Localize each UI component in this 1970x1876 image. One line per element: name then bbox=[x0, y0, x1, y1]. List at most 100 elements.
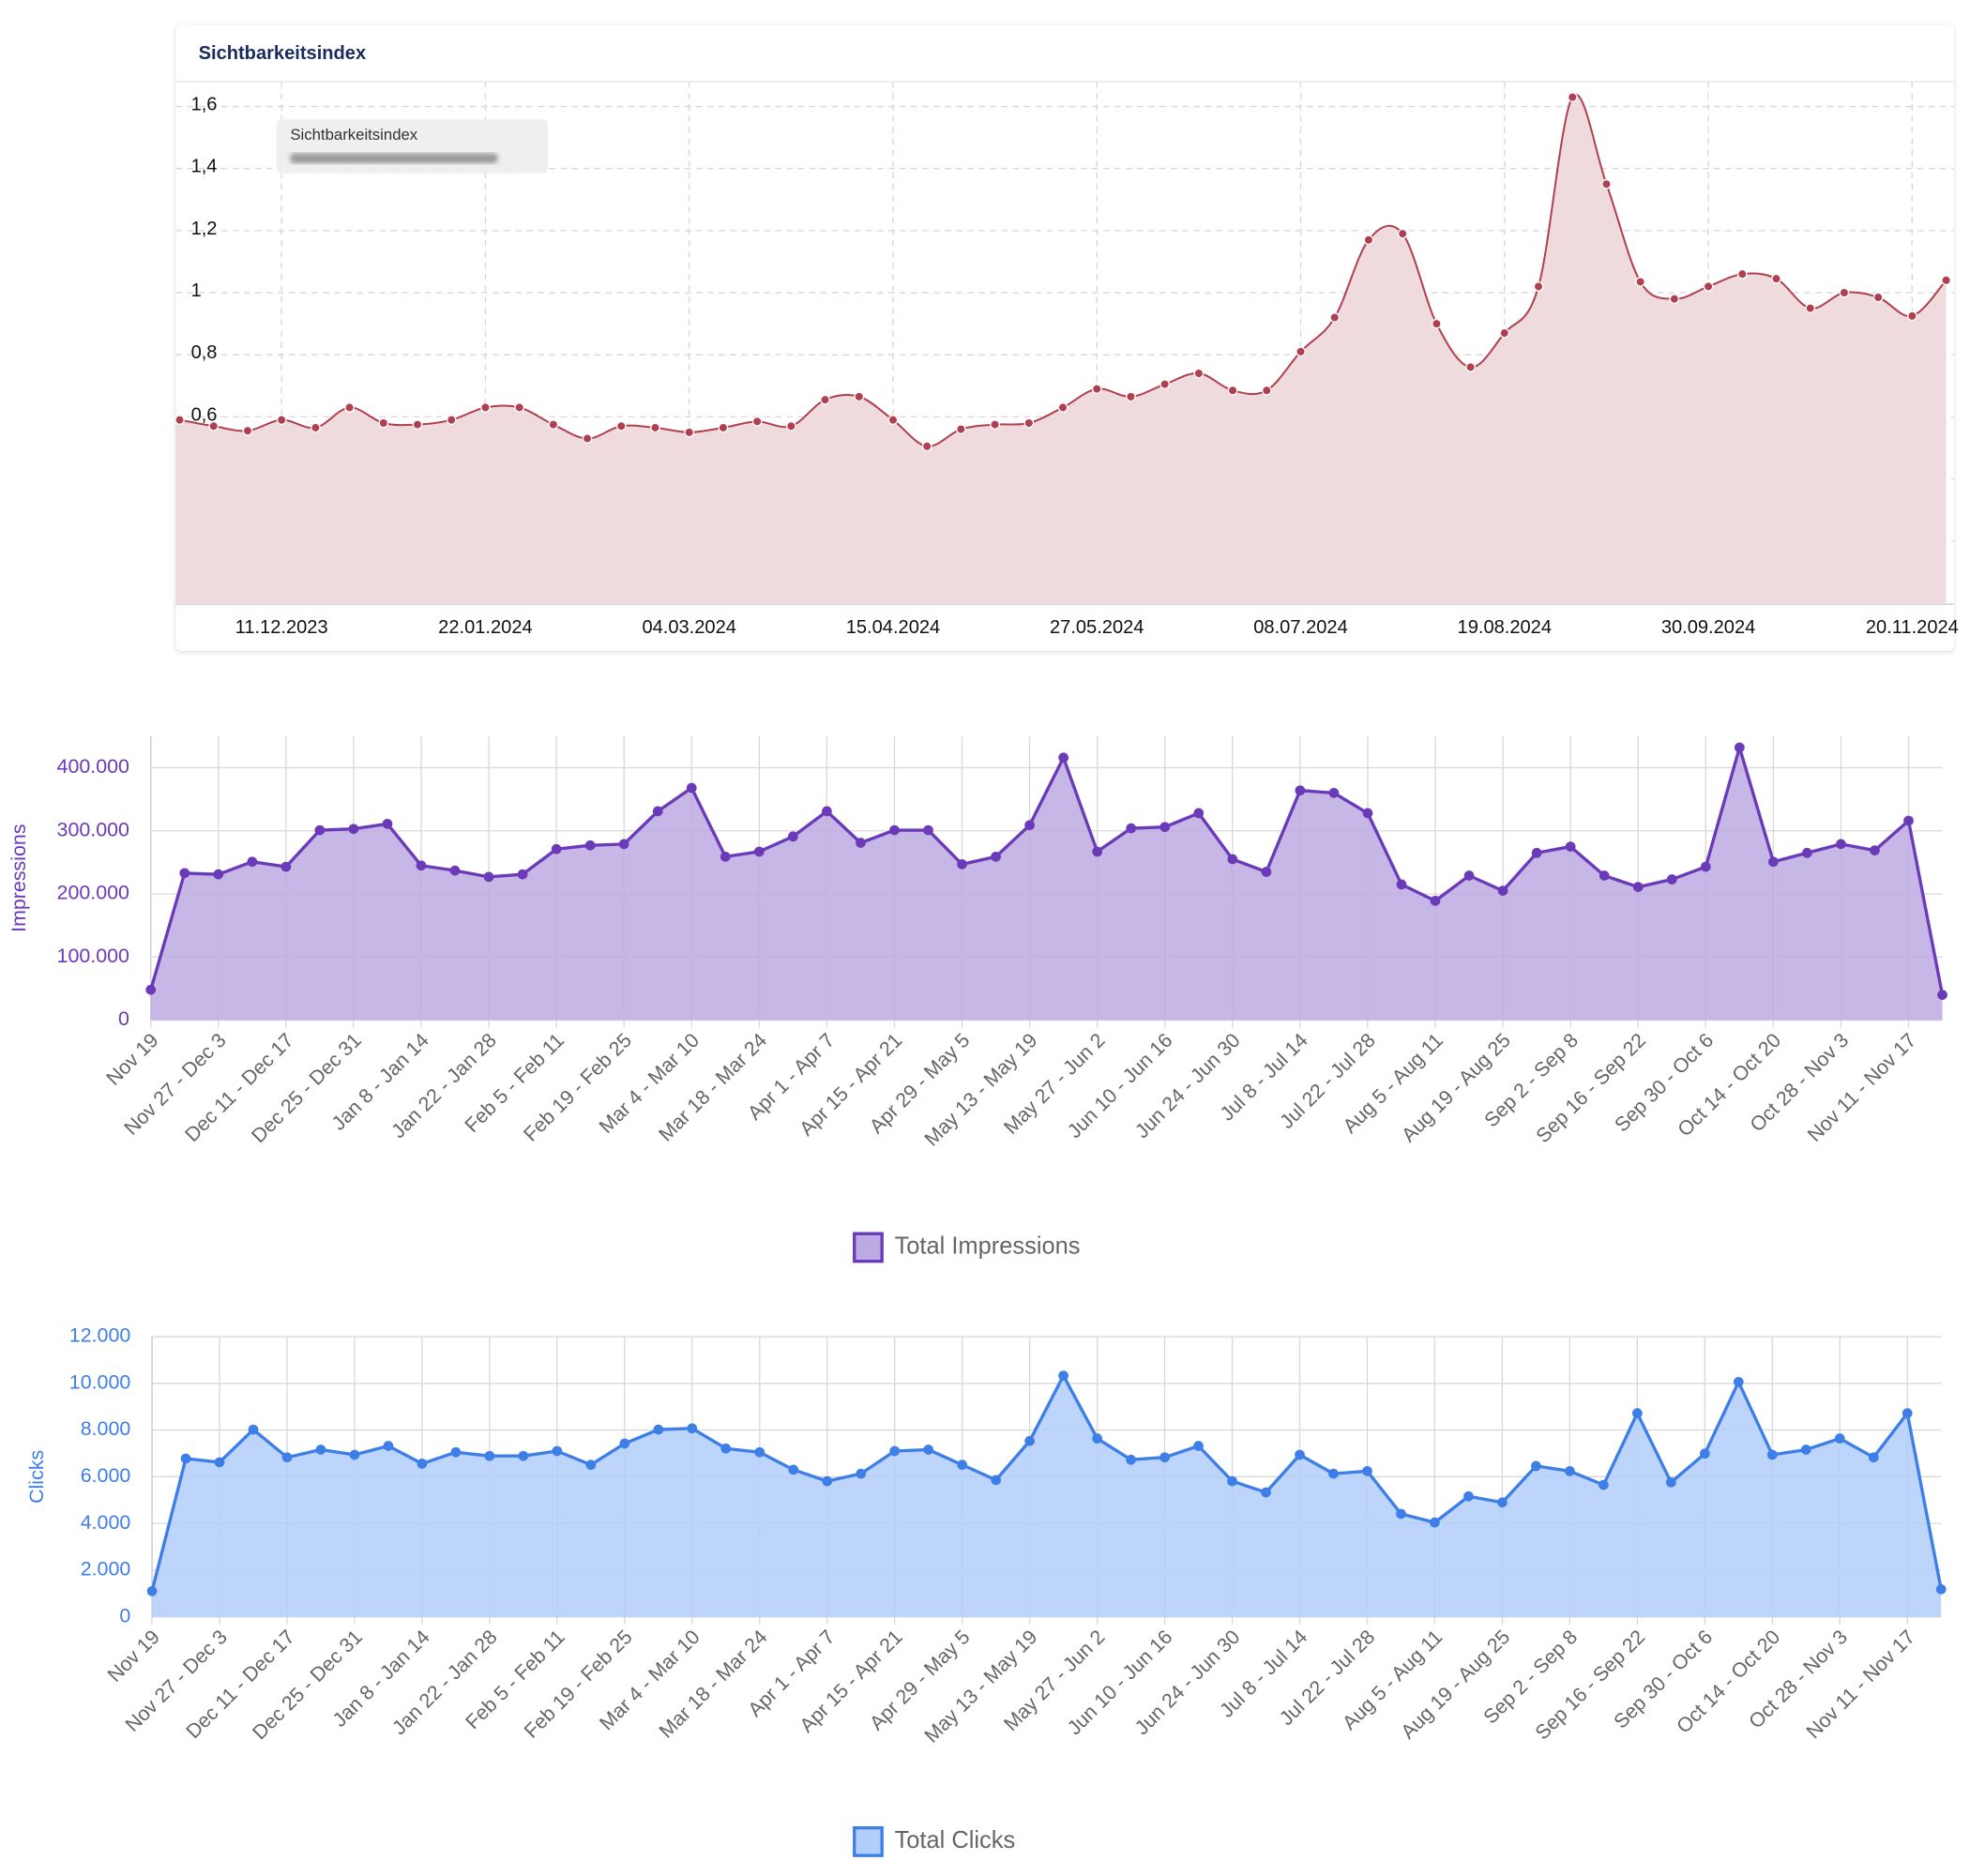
point bbox=[378, 417, 389, 429]
point bbox=[1599, 870, 1610, 881]
point bbox=[1159, 379, 1171, 389]
point bbox=[1734, 742, 1745, 753]
point bbox=[315, 1445, 326, 1455]
point bbox=[1906, 310, 1917, 322]
x-tick-label: 20.11.2024 bbox=[1866, 617, 1959, 638]
point bbox=[1058, 1370, 1068, 1381]
point bbox=[956, 424, 966, 434]
point bbox=[1834, 1433, 1845, 1444]
point bbox=[720, 1443, 732, 1454]
point bbox=[450, 1446, 462, 1458]
x-tick-label: 11.12.2023 bbox=[235, 617, 328, 638]
point bbox=[1159, 822, 1171, 833]
point bbox=[281, 1452, 293, 1463]
point bbox=[1868, 1452, 1879, 1463]
x-tick-label: 22.01.2024 bbox=[438, 617, 533, 638]
point bbox=[214, 1457, 225, 1468]
point bbox=[1396, 1508, 1406, 1520]
legend-label: Total Clicks bbox=[895, 1827, 1016, 1853]
point bbox=[1941, 275, 1951, 286]
x-tick-label: 19.08.2024 bbox=[1458, 617, 1553, 638]
point bbox=[1733, 1376, 1744, 1387]
point bbox=[1937, 990, 1947, 1000]
point bbox=[921, 441, 932, 452]
point bbox=[1635, 277, 1646, 287]
y-tick-label: 0 bbox=[119, 1604, 130, 1626]
tooltip-label: Sichtbarkeitsindex bbox=[290, 126, 417, 144]
point bbox=[1023, 417, 1035, 429]
point bbox=[1802, 847, 1812, 858]
point bbox=[889, 825, 900, 836]
x-tick-label: Nov 19 bbox=[103, 1626, 164, 1687]
point bbox=[1024, 820, 1035, 831]
point bbox=[1092, 846, 1103, 857]
point bbox=[179, 868, 190, 879]
legend-swatch bbox=[853, 1826, 884, 1857]
point bbox=[618, 839, 629, 850]
point bbox=[483, 871, 494, 883]
point bbox=[1669, 294, 1680, 305]
point bbox=[923, 1445, 934, 1455]
point bbox=[514, 402, 524, 413]
point bbox=[1397, 228, 1408, 239]
x-tick-label: 08.07.2024 bbox=[1253, 617, 1348, 638]
point bbox=[1362, 808, 1373, 819]
point bbox=[314, 825, 326, 836]
point bbox=[446, 415, 457, 426]
point bbox=[1295, 1449, 1305, 1460]
point bbox=[1805, 303, 1816, 313]
point bbox=[1227, 1475, 1237, 1487]
point bbox=[788, 1464, 799, 1475]
area bbox=[150, 747, 1943, 1021]
point bbox=[1497, 1497, 1508, 1508]
point bbox=[1432, 318, 1442, 329]
point bbox=[1057, 402, 1068, 413]
y-tick-label: 0 bbox=[118, 1007, 129, 1030]
point bbox=[1463, 1490, 1474, 1502]
legend-label: Total Impressions bbox=[895, 1233, 1081, 1260]
point bbox=[754, 1446, 765, 1458]
point bbox=[990, 419, 1000, 431]
point bbox=[1261, 385, 1272, 396]
point bbox=[1836, 839, 1846, 850]
point bbox=[856, 838, 866, 848]
point bbox=[552, 1445, 563, 1457]
point bbox=[1193, 368, 1205, 379]
point bbox=[718, 422, 729, 433]
point bbox=[856, 1468, 867, 1479]
y-axis-title: Clicks bbox=[25, 1450, 48, 1504]
point bbox=[417, 1459, 428, 1469]
point bbox=[1736, 268, 1748, 280]
point bbox=[1599, 1479, 1609, 1490]
point bbox=[1463, 870, 1475, 881]
y-tick-label: 400.000 bbox=[57, 755, 129, 778]
point bbox=[348, 824, 359, 835]
point bbox=[145, 984, 157, 995]
point bbox=[991, 851, 1001, 862]
point bbox=[652, 806, 663, 817]
point bbox=[1768, 856, 1779, 868]
point bbox=[650, 422, 660, 433]
point bbox=[822, 1475, 833, 1487]
point bbox=[1024, 1435, 1035, 1446]
point bbox=[1261, 1487, 1271, 1498]
point bbox=[1328, 788, 1340, 798]
point bbox=[146, 1585, 158, 1596]
point bbox=[1126, 1454, 1136, 1465]
y-tick-label: 6.000 bbox=[81, 1464, 131, 1487]
point bbox=[1465, 362, 1476, 372]
point bbox=[276, 415, 287, 426]
x-tick-label: 04.03.2024 bbox=[642, 617, 736, 638]
point bbox=[1295, 785, 1306, 796]
point bbox=[344, 402, 355, 413]
point bbox=[1430, 896, 1441, 906]
point bbox=[1261, 867, 1272, 877]
point bbox=[517, 869, 528, 880]
point bbox=[449, 865, 461, 876]
y-tick-label: 200.000 bbox=[57, 882, 129, 904]
point bbox=[1565, 1466, 1575, 1476]
point bbox=[1771, 273, 1781, 284]
line bbox=[149, 741, 1945, 995]
tooltip-blur bbox=[290, 153, 498, 164]
point bbox=[382, 818, 393, 829]
